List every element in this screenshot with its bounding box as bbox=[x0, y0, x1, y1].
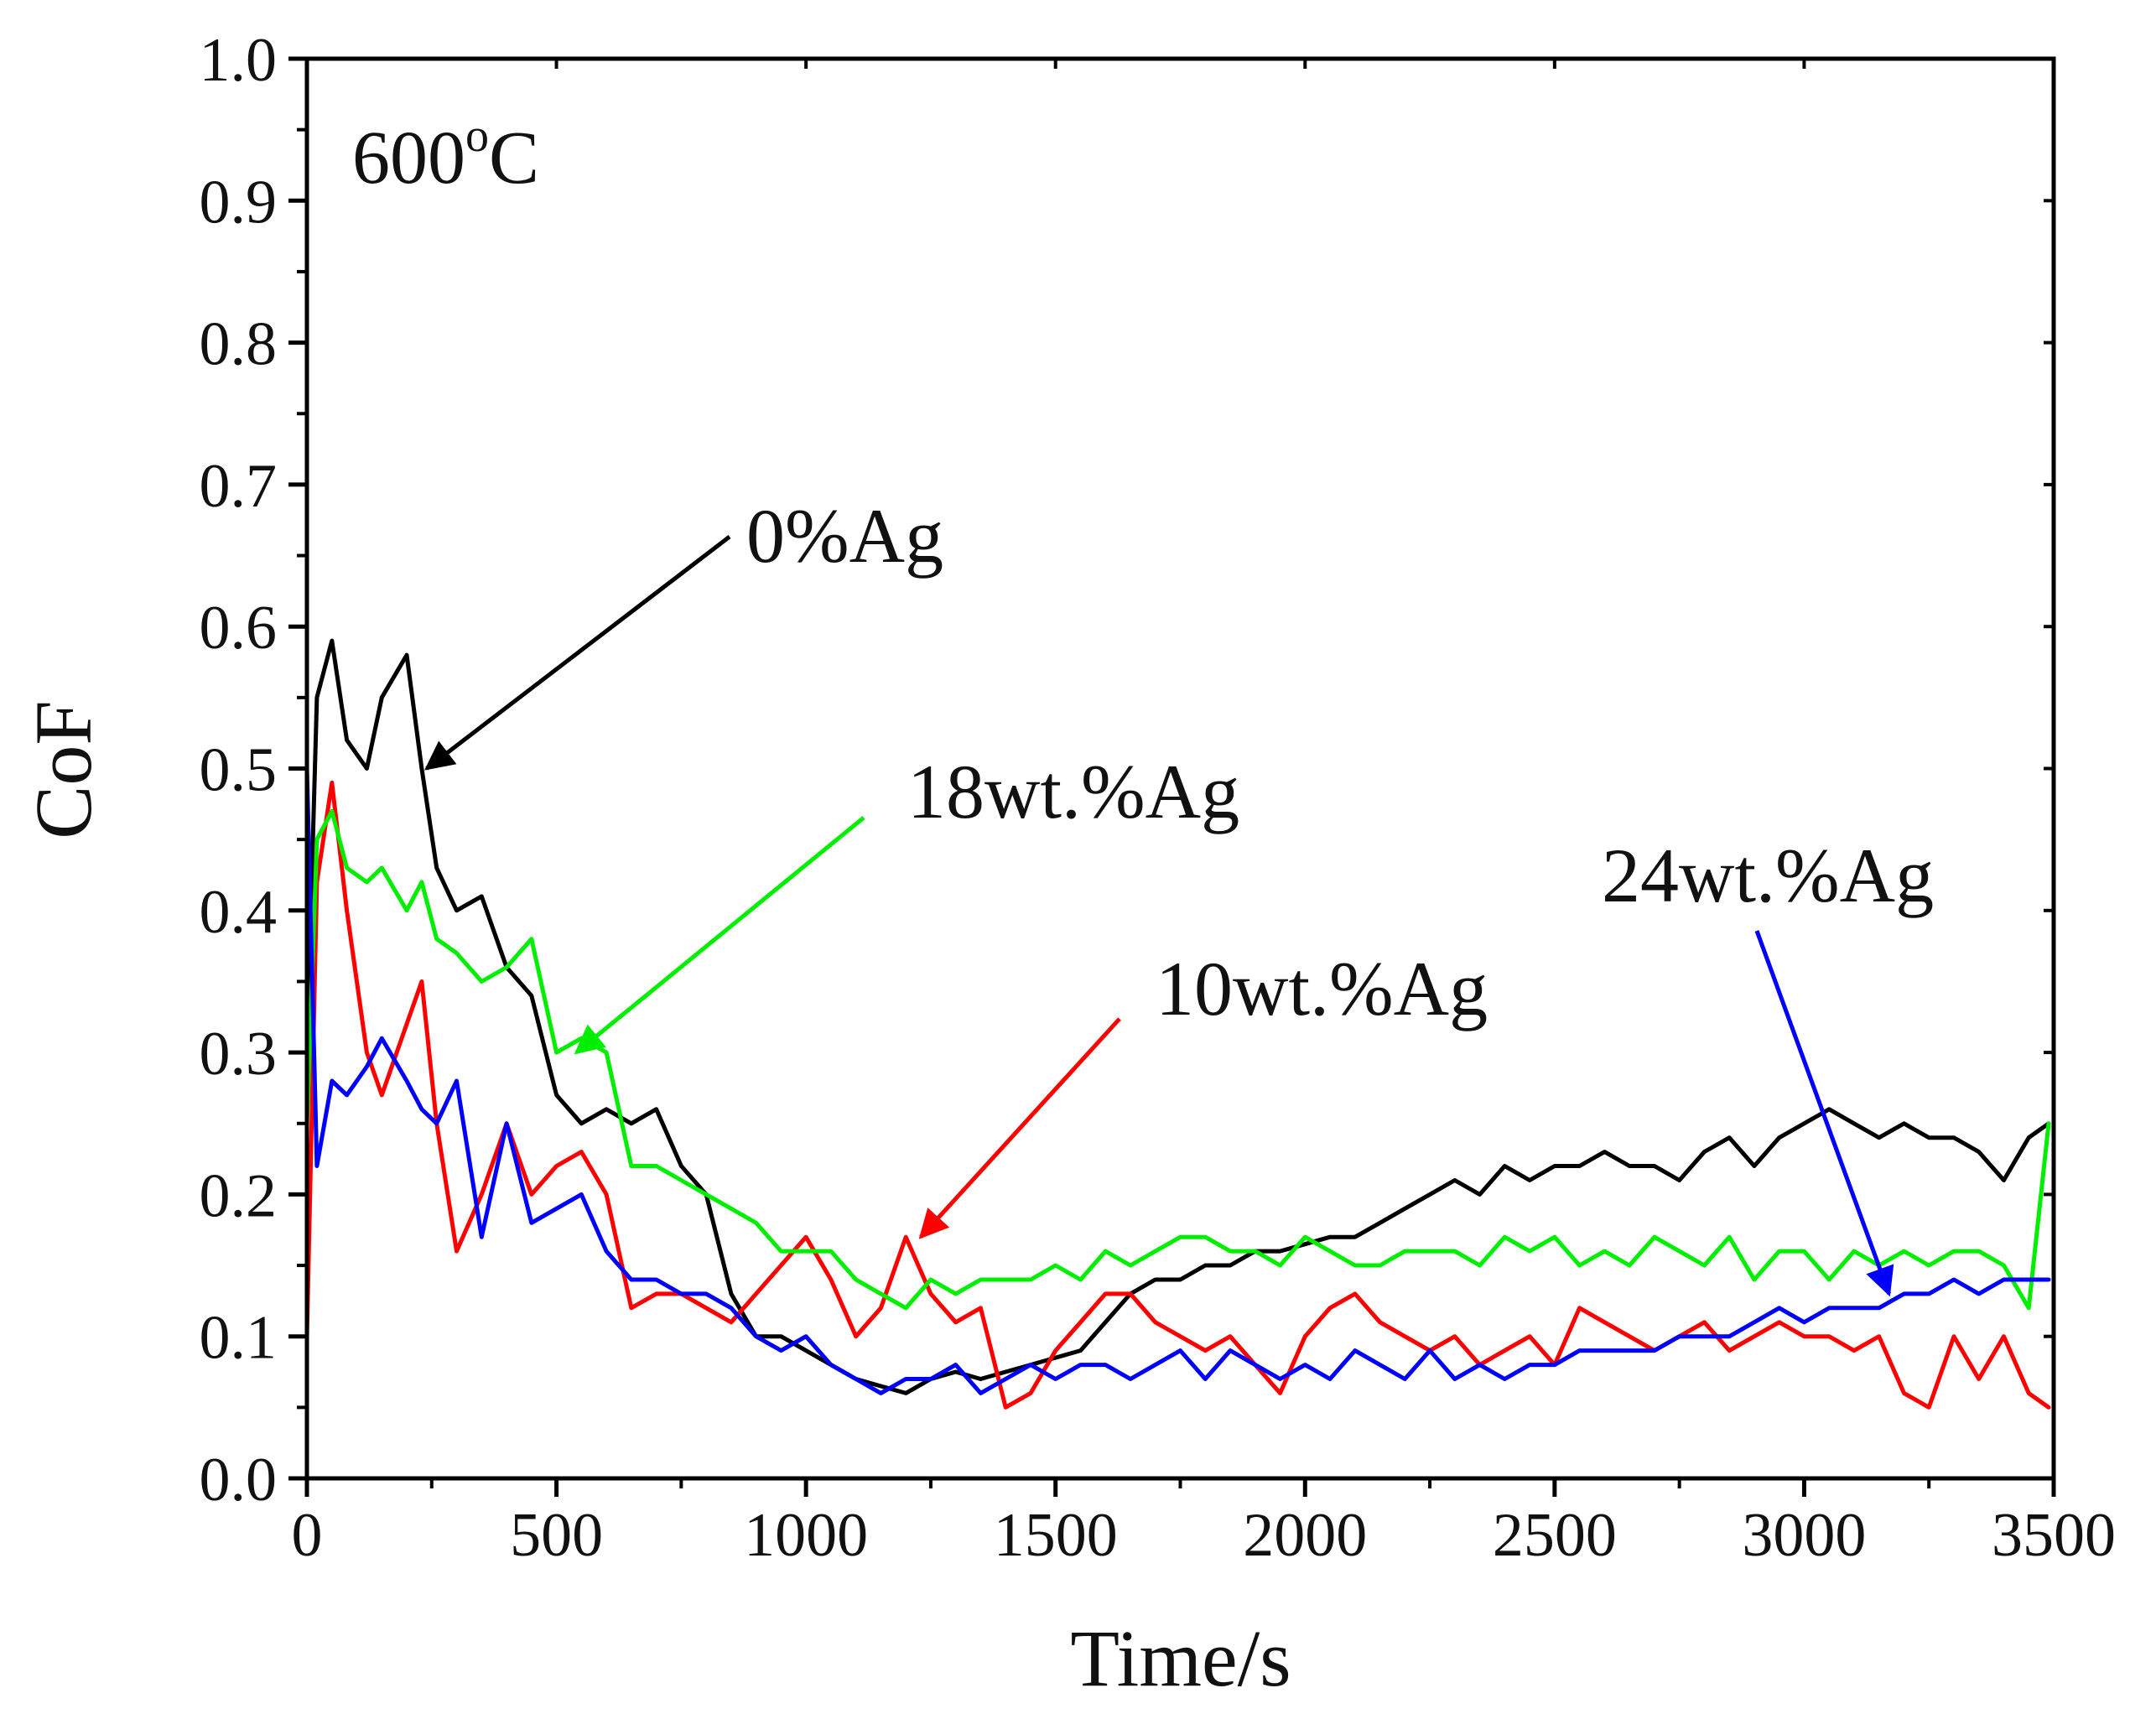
y-tick-label: 0.7 bbox=[200, 452, 278, 521]
annotation-arrow bbox=[574, 816, 865, 1055]
x-axis-title: Time/s bbox=[1070, 1613, 1291, 1703]
x-tick-label: 1000 bbox=[744, 1501, 868, 1570]
temperature-degree: o bbox=[465, 110, 489, 162]
annotation-label: 18wt.%Ag bbox=[907, 749, 1239, 834]
y-tick-label: 0.0 bbox=[200, 1446, 278, 1514]
y-axis-title: CoF bbox=[18, 700, 108, 839]
annotation-layer: 0%Ag 18wt.%Ag 10wt.%Ag 24wt.%Ag bbox=[424, 493, 1934, 1297]
y-tick-label: 0.3 bbox=[200, 1020, 278, 1088]
annotation-arrow bbox=[424, 535, 731, 771]
temperature-label: 600oC bbox=[352, 110, 539, 200]
y-tick-label: 0.5 bbox=[200, 736, 278, 805]
annotation-arrow bbox=[918, 1017, 1121, 1239]
y-tick-label: 1.0 bbox=[200, 26, 278, 95]
y-tick-label: 0.1 bbox=[200, 1304, 278, 1373]
x-tick-label: 2000 bbox=[1243, 1501, 1367, 1570]
annotation-label: 10wt.%Ag bbox=[1156, 946, 1488, 1031]
y-tick-label: 0.8 bbox=[200, 310, 278, 379]
y-tick-label: 0.6 bbox=[200, 594, 278, 662]
y-tick-label: 0.2 bbox=[200, 1161, 278, 1230]
x-tick-label: 3000 bbox=[1742, 1501, 1866, 1570]
annotation-label: 0%Ag bbox=[746, 493, 943, 579]
series-line-18wt-ag bbox=[307, 808, 2051, 1311]
x-tick-label: 0 bbox=[292, 1501, 323, 1570]
x-tick-label: 2500 bbox=[1493, 1501, 1617, 1570]
x-tick-label: 1500 bbox=[994, 1501, 1118, 1570]
series-line-10wt-ag bbox=[307, 780, 2051, 1410]
x-tick-label: 500 bbox=[510, 1501, 603, 1570]
annotation-arrow bbox=[1754, 930, 1894, 1297]
temperature-unit: C bbox=[489, 117, 539, 200]
series-layer bbox=[307, 638, 2051, 1410]
y-tick-label: 0.4 bbox=[200, 878, 278, 947]
series-line-24wt-ag bbox=[307, 766, 2051, 1395]
y-tick-label: 0.9 bbox=[200, 168, 278, 236]
x-tick-label: 3500 bbox=[1992, 1501, 2116, 1570]
temperature-value: 600 bbox=[352, 117, 465, 200]
axes-layer: 0.0 0.1 0.2 0.3 0.4 0.5 0.6 0.7 0.8 0.9 1.0 0 500 100… bbox=[200, 26, 2117, 1570]
annotation-label: 24wt.%Ag bbox=[1602, 833, 1934, 918]
series-line-0-ag bbox=[307, 638, 2051, 1395]
